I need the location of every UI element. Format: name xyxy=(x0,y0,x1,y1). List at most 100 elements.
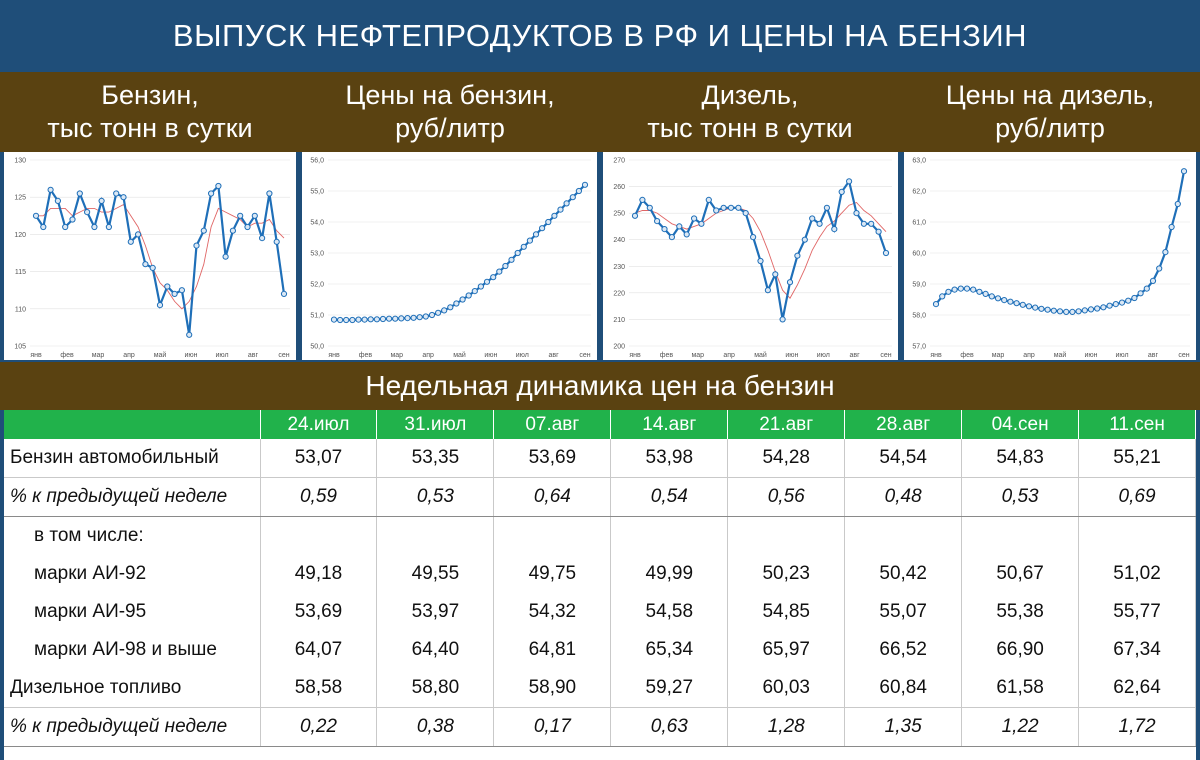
x-tick-label: янв xyxy=(930,352,942,359)
chart-diesel-output: 200 210 220 230 240 250 260 270 янв фев мар апр май и… xyxy=(603,152,898,360)
data-point xyxy=(520,243,527,250)
table-cell: 58,58 xyxy=(260,669,378,708)
table-cell: 64,07 xyxy=(260,631,378,669)
column-header: 21.авг xyxy=(727,410,846,439)
y-tick-label: 61,0 xyxy=(912,220,926,227)
table-cell: 54,28 xyxy=(727,439,846,478)
data-point xyxy=(823,204,830,211)
x-tick-label: авг xyxy=(1148,352,1159,359)
data-point xyxy=(76,190,83,197)
column-header: 28.авг xyxy=(844,410,963,439)
table-cell xyxy=(1078,516,1196,555)
data-point xyxy=(1001,297,1008,304)
data-point xyxy=(69,216,76,223)
data-point xyxy=(1174,200,1181,208)
data-point xyxy=(1013,300,1020,307)
data-point xyxy=(683,231,690,238)
data-point xyxy=(816,220,823,227)
y-tick-label: 210 xyxy=(613,317,625,324)
y-tick-label: 59,0 xyxy=(912,282,926,289)
table-cell: 51,02 xyxy=(1078,555,1196,593)
data-point xyxy=(963,285,971,292)
charts-row: 105 110 115 120 125 130 янв фев мар апр май июн июл а… xyxy=(0,152,1200,362)
column-header: 04.сен xyxy=(961,410,1080,439)
data-point xyxy=(1069,308,1076,315)
data-point xyxy=(932,301,940,308)
x-tick-label: апр xyxy=(723,352,735,359)
data-point xyxy=(508,256,515,263)
table-body: Бензин автомобильный 53,07 53,35 53,69 53,98… xyxy=(4,439,1196,747)
data-point xyxy=(646,204,653,211)
data-point xyxy=(398,315,405,322)
data-point xyxy=(465,292,472,299)
table-cell: 66,90 xyxy=(961,631,1080,669)
data-point xyxy=(661,226,668,233)
chart-svg: 50,0 51,0 52,0 53,0 54,0 55,0 56,0 янв фев мар апр… xyxy=(310,158,591,359)
y-tick-label: 53,0 xyxy=(310,251,324,258)
chart-diesel-price: 57,0 58,0 59,0 60,0 61,0 62,0 63,0 янв фев мар апр… xyxy=(904,152,1196,360)
y-tick-label: 260 xyxy=(613,184,625,191)
x-tick-label: сен xyxy=(278,352,289,359)
table-cell: 49,55 xyxy=(376,555,495,593)
data-point xyxy=(237,212,244,219)
data-point xyxy=(631,212,639,219)
data-point xyxy=(526,237,533,244)
y-tick-label: 63,0 xyxy=(912,158,926,165)
y-tick-label: 120 xyxy=(14,232,26,239)
data-point xyxy=(1156,265,1163,272)
table-header-row: 24.июл 31.июл 07.авг 14.авг 21.авг 28.ав… xyxy=(4,410,1196,439)
table-row: % к предыдущей неделе 0,59 0,53 0,64 0,54 0,5… xyxy=(4,477,1196,517)
data-point xyxy=(945,288,952,295)
data-point xyxy=(91,223,98,231)
table-cell: 0,53 xyxy=(376,477,495,517)
table-cell: 65,97 xyxy=(727,631,846,669)
table-cell xyxy=(727,516,846,555)
chart-gasoline-output: 105 110 115 120 125 130 янв фев мар апр май июн июл а… xyxy=(4,152,296,360)
data-point xyxy=(428,311,436,319)
table-cell: 0,64 xyxy=(493,477,612,517)
y-tick-label: 51,0 xyxy=(310,313,324,320)
data-point xyxy=(668,234,676,241)
data-point xyxy=(786,279,794,286)
table-cell: 1,28 xyxy=(727,707,846,747)
table-cell: 49,18 xyxy=(260,555,378,593)
y-tick-label: 52,0 xyxy=(310,282,324,289)
data-point xyxy=(853,210,860,217)
data-point xyxy=(251,212,258,219)
data-point xyxy=(713,207,720,214)
table-cell: 0,53 xyxy=(961,477,1080,517)
table-cell: 0,59 xyxy=(260,477,378,517)
x-tick-label: июл xyxy=(817,352,830,359)
data-point xyxy=(273,238,280,245)
data-point xyxy=(1106,302,1113,309)
data-point xyxy=(373,316,381,323)
data-point xyxy=(1125,297,1132,304)
chart-gasoline-price: 50,0 51,0 52,0 53,0 54,0 55,0 56,0 янв фев мар апр… xyxy=(302,152,597,360)
table-cell: 50,23 xyxy=(727,555,846,593)
panel-title-gasoline-output: Бензин, тыс тонн в сутки xyxy=(0,72,300,152)
data-point xyxy=(676,223,683,230)
data-point xyxy=(875,228,882,235)
data-point xyxy=(1032,304,1039,311)
data-point xyxy=(193,242,200,249)
x-tick-label: авг xyxy=(248,352,259,359)
data-point xyxy=(367,316,374,323)
data-point xyxy=(502,262,509,270)
y-tick-label: 270 xyxy=(613,158,625,165)
table-cell: 67,34 xyxy=(1078,631,1196,669)
data-point xyxy=(330,316,338,323)
y-tick-label: 58,0 xyxy=(912,313,926,320)
data-point xyxy=(831,226,838,233)
data-point xyxy=(477,283,484,290)
data-point xyxy=(164,283,171,290)
x-tick-label: июл xyxy=(1115,352,1128,359)
x-tick-label: янв xyxy=(328,352,340,359)
table-cell: 54,85 xyxy=(727,593,846,631)
column-header: 31.июл xyxy=(376,410,495,439)
data-point xyxy=(120,194,127,201)
price-table: 24.июл 31.июл 07.авг 14.авг 21.авг 28.ав… xyxy=(4,410,1196,760)
y-tick-label: 115 xyxy=(15,269,26,276)
y-tick-label: 50,0 xyxy=(310,344,324,351)
data-point xyxy=(208,190,215,197)
x-tick-label: мар xyxy=(691,352,704,359)
